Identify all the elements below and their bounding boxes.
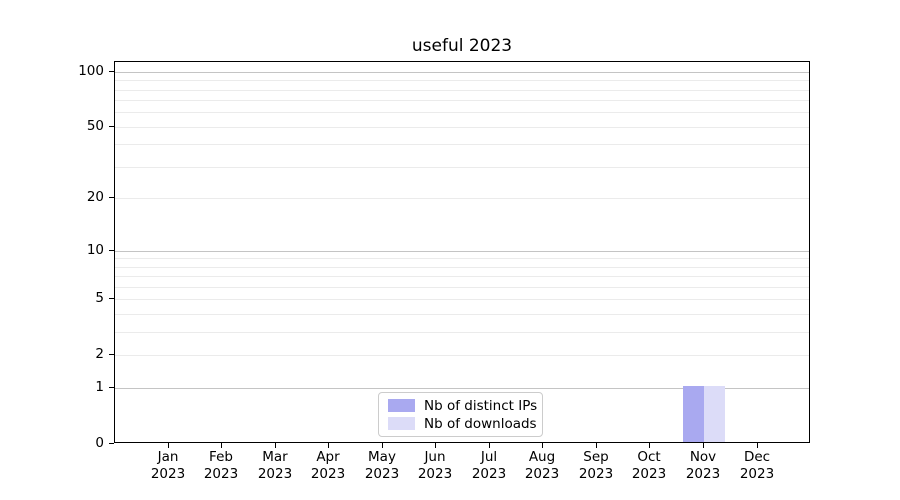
x-tick-label: Feb 2023 — [203, 449, 239, 482]
y-tick — [109, 443, 114, 444]
gridline-minor — [115, 144, 809, 145]
x-tick — [221, 443, 222, 448]
x-tick — [382, 443, 383, 448]
x-tick-label: Jan 2023 — [150, 449, 186, 482]
gridline-major — [115, 72, 809, 73]
legend-item: Nb of distinct IPs — [388, 398, 537, 414]
x-tick — [168, 443, 169, 448]
gridline-major — [115, 251, 809, 252]
gridline-minor — [115, 198, 809, 199]
bar-distinct-ips — [683, 386, 704, 442]
y-tick-label: 20 — [86, 189, 104, 205]
x-tick-label: Nov 2023 — [685, 449, 721, 482]
x-tick-label: Dec 2023 — [739, 449, 775, 482]
y-tick-label: 10 — [86, 242, 104, 258]
x-tick-label: May 2023 — [364, 449, 400, 482]
gridline-minor — [115, 355, 809, 356]
y-tick — [109, 387, 114, 388]
gridline-minor — [115, 332, 809, 333]
y-tick-label: 0 — [95, 435, 104, 451]
x-tick-label: Aug 2023 — [524, 449, 560, 482]
x-tick — [703, 443, 704, 448]
y-tick — [109, 126, 114, 127]
y-tick — [109, 71, 114, 72]
x-tick — [435, 443, 436, 448]
gridline-minor — [115, 287, 809, 288]
y-tick-label: 1 — [95, 379, 104, 395]
y-tick-label: 5 — [95, 290, 104, 306]
y-tick-label: 2 — [95, 346, 104, 362]
gridline-minor — [115, 276, 809, 277]
gridline-minor — [115, 80, 809, 81]
x-tick — [649, 443, 650, 448]
gridline-minor — [115, 127, 809, 128]
x-tick-label: Oct 2023 — [631, 449, 667, 482]
y-tick-label: 50 — [86, 118, 104, 134]
x-tick-label: Mar 2023 — [257, 449, 293, 482]
legend-label: Nb of distinct IPs — [424, 397, 538, 414]
gridline-minor — [115, 112, 809, 113]
gridline-minor — [115, 299, 809, 300]
legend-swatch — [388, 417, 415, 430]
y-tick-label: 100 — [78, 63, 104, 79]
y-tick — [109, 354, 114, 355]
gridline-minor — [115, 258, 809, 259]
legend: Nb of distinct IPs Nb of downloads — [378, 392, 543, 437]
x-tick — [489, 443, 490, 448]
x-tick-label: Apr 2023 — [310, 449, 346, 482]
chart-title: useful 2023 — [411, 36, 513, 56]
y-tick — [109, 298, 114, 299]
x-tick — [757, 443, 758, 448]
gridline-major — [115, 388, 809, 389]
x-tick — [275, 443, 276, 448]
x-tick-label: Jun 2023 — [417, 449, 453, 482]
legend-label: Nb of downloads — [424, 415, 537, 432]
x-tick — [328, 443, 329, 448]
x-tick — [542, 443, 543, 448]
plot-area — [114, 61, 810, 443]
y-tick — [109, 197, 114, 198]
gridline-minor — [115, 90, 809, 91]
legend-swatch — [388, 399, 415, 412]
x-tick-label: Jul 2023 — [471, 449, 507, 482]
gridline-minor — [115, 267, 809, 268]
gridline-minor — [115, 100, 809, 101]
x-tick — [596, 443, 597, 448]
gridline-minor — [115, 167, 809, 168]
x-tick-label: Sep 2023 — [578, 449, 614, 482]
gridline-minor — [115, 314, 809, 315]
y-tick — [109, 250, 114, 251]
bar-downloads — [704, 386, 725, 442]
legend-item: Nb of downloads — [388, 416, 537, 432]
